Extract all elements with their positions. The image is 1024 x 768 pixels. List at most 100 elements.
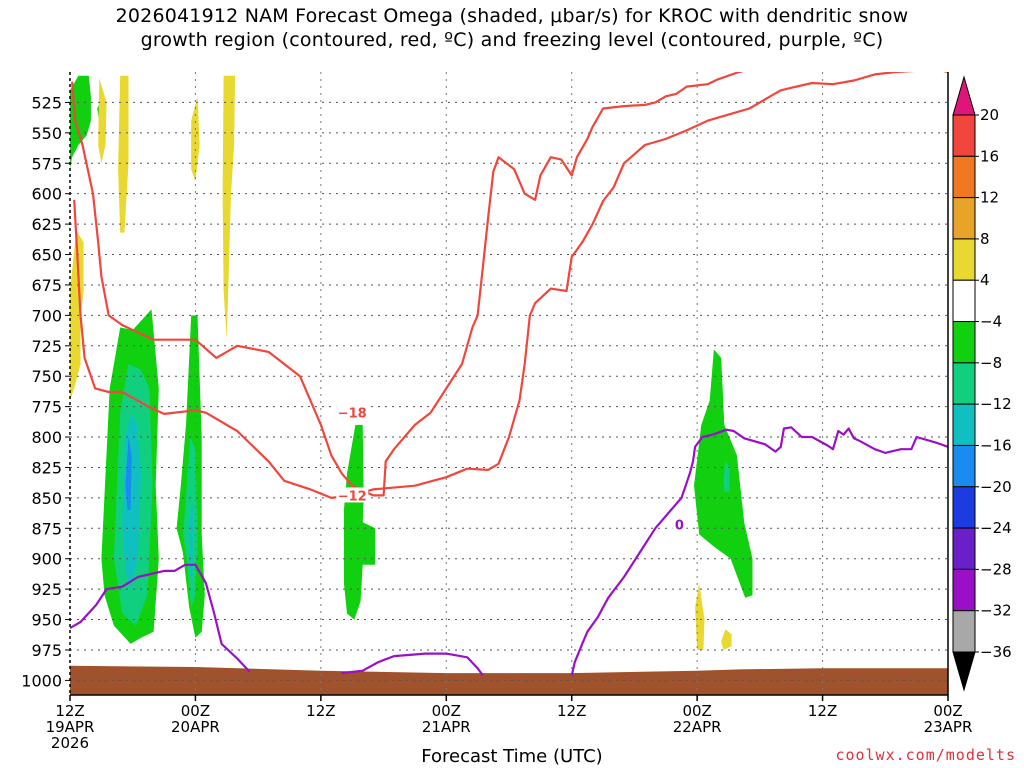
freezing-level-contours: 0 xyxy=(70,426,948,677)
isotherm-label--18: −18 xyxy=(338,407,367,422)
isotherm-label-bg--12 xyxy=(336,487,369,503)
x-tick-label-3-1: 21APR xyxy=(421,718,471,736)
colorbar-label-11: −28 xyxy=(980,560,1012,578)
omega-area-13 xyxy=(189,497,194,584)
omega-area-5 xyxy=(222,75,236,340)
colorbar-band-1 xyxy=(952,155,976,199)
y-tick-label-975: 975 xyxy=(31,641,62,660)
colorbar-band-8 xyxy=(952,444,976,488)
freezing-level-label: 0 xyxy=(675,519,684,534)
freezing-level-line-2 xyxy=(570,426,948,676)
omega-area-15 xyxy=(694,349,753,598)
x-tick-label-4-0: 12Z xyxy=(557,702,587,720)
x-tick-label-5-1: 22APR xyxy=(672,718,722,736)
colorbar-label-0: 20 xyxy=(980,106,999,124)
x-tick-label-1-1: 20APR xyxy=(171,718,220,736)
colorbar-label-13: −36 xyxy=(980,643,1012,661)
y-tick-label-800: 800 xyxy=(31,428,62,447)
colorbar-label-7: −12 xyxy=(980,395,1012,413)
x-tick-label-0-0: 12Z xyxy=(55,702,85,720)
site-credit: coolwx.com/modelts xyxy=(835,746,1016,764)
plot-area xyxy=(70,72,948,695)
terrain-fill xyxy=(70,665,948,695)
x-tick-label-0-1: 19APR xyxy=(45,718,95,736)
y-axis-tick-labels: 525 550 575 600 625 650 675 700 725 750 775 800 825 8… xyxy=(21,93,62,690)
colorbar-label-5: −4 xyxy=(980,313,1002,331)
colorbar-band-12 xyxy=(952,610,976,653)
colorbar-label-12: −32 xyxy=(980,602,1012,620)
x-tick-label-7-0: 00Z xyxy=(933,702,963,720)
y-tick-label-750: 750 xyxy=(31,367,62,386)
y-tick-label-575: 575 xyxy=(31,154,62,173)
freezing-level-label-bg xyxy=(672,516,687,532)
colorbar-band-9 xyxy=(952,486,976,529)
freezing-level-line-1 xyxy=(341,652,484,677)
y-tick-label-700: 700 xyxy=(31,306,62,325)
colorbar-band-6 xyxy=(952,362,976,405)
isotherm-label-bg--18 xyxy=(336,404,369,420)
x-axis-title: Forecast Time (UTC) xyxy=(421,746,603,767)
y-tick-label-825: 825 xyxy=(31,458,62,477)
colorbar-band-5 xyxy=(952,321,976,364)
y-tick-label-850: 850 xyxy=(31,489,62,508)
y-tick-label-900: 900 xyxy=(31,550,62,569)
x-tick-label-0-2: 2026 xyxy=(50,734,90,752)
plot-axes xyxy=(65,72,949,701)
colorbar-label-4: 4 xyxy=(980,271,990,289)
y-tick-label-675: 675 xyxy=(31,276,62,295)
x-tick-label-2-0: 12Z xyxy=(306,702,336,720)
omega-area-9 xyxy=(122,412,142,590)
grid-lines xyxy=(70,72,948,695)
colorbar-label-9: −20 xyxy=(980,478,1012,496)
isotherm-label--12: −12 xyxy=(338,489,367,504)
omega-area-14 xyxy=(343,424,376,620)
x-tick-label-6-0: 12Z xyxy=(807,702,838,720)
colorbar-band-11 xyxy=(952,568,976,612)
omega-area-0 xyxy=(70,75,91,170)
x-tick-label-1-0: 00Z xyxy=(180,702,211,720)
isotherm-line--18 xyxy=(71,72,744,497)
y-tick-label-725: 725 xyxy=(31,337,62,356)
x-tick-label-3-0: 00Z xyxy=(431,702,461,720)
omega-area-4 xyxy=(191,96,200,182)
colorbar-top-arrow xyxy=(952,75,976,116)
chart-title: 2026041912 NAM Forecast Omega (shaded, μ… xyxy=(0,4,1024,52)
y-tick-label-650: 650 xyxy=(31,246,62,265)
y-tick-label-775: 775 xyxy=(31,398,62,417)
omega-area-10 xyxy=(125,437,132,510)
colorbar-bottom-arrow xyxy=(952,651,976,692)
colorbar-band-10 xyxy=(952,527,976,570)
y-tick-label-600: 600 xyxy=(31,185,62,204)
y-tick-label-950: 950 xyxy=(31,611,62,630)
chart-title-line-2: growth region (contoured, red, ºC) and f… xyxy=(140,29,884,51)
chart-title-line-1: 2026041912 NAM Forecast Omega (shaded, μ… xyxy=(115,5,909,27)
omega-area-16 xyxy=(723,461,730,492)
y-tick-label-875: 875 xyxy=(31,519,62,538)
colorbar-band-2 xyxy=(952,197,976,240)
colorbar-band-7 xyxy=(952,403,976,446)
isotherm-contours: −18 −12 xyxy=(71,72,948,504)
colorbar-label-1: 16 xyxy=(980,147,999,165)
y-tick-label-925: 925 xyxy=(31,580,62,599)
colorbar-band-0 xyxy=(952,114,976,157)
omega-area-6 xyxy=(70,230,84,401)
y-tick-label-625: 625 xyxy=(31,215,62,234)
plot-background xyxy=(70,72,948,695)
colorbar-band-4 xyxy=(952,279,976,323)
y-tick-label-525: 525 xyxy=(31,93,62,112)
x-tick-label-5-0: 00Z xyxy=(682,702,712,720)
y-tick-label-550: 550 xyxy=(31,124,62,143)
colorbar-label-6: −8 xyxy=(980,354,1002,372)
colorbar-label-2: 12 xyxy=(980,189,999,207)
colorbar-band-3 xyxy=(952,238,976,281)
freezing-level-line-0 xyxy=(70,563,251,673)
isotherm-line--12 xyxy=(73,72,948,499)
omega-area-18 xyxy=(721,629,732,650)
colorbar-label-10: −24 xyxy=(980,519,1012,537)
terrain-area xyxy=(70,665,948,695)
x-tick-label-7-1: 23APR xyxy=(923,718,973,736)
omega-area-3 xyxy=(98,78,107,164)
colorbar-label-8: −16 xyxy=(980,436,1012,454)
colorbar: 20 16 12 8 4 −4 −8 −12 −16 −20 −24 −28 −32 −36 xyxy=(952,75,1012,692)
